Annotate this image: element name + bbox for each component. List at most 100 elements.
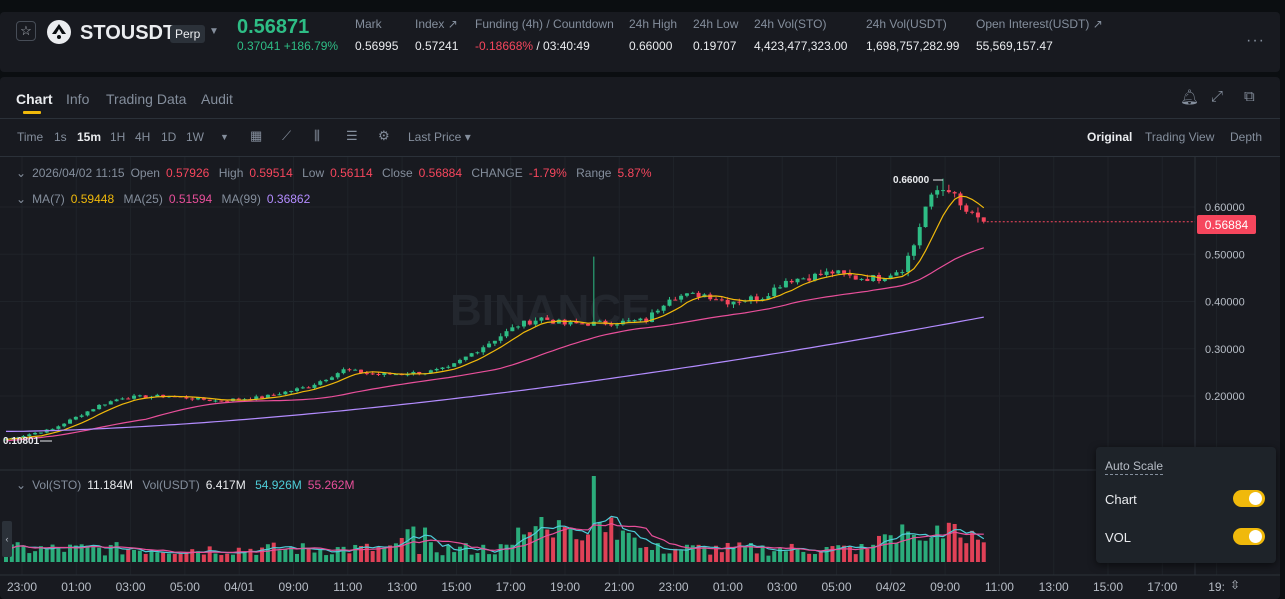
- candle-body: [393, 374, 398, 376]
- view-trading-view[interactable]: Trading View: [1145, 130, 1215, 144]
- volume-bar: [347, 553, 352, 562]
- interval-4h[interactable]: 4H: [135, 130, 151, 144]
- interval-1w[interactable]: 1W: [186, 130, 204, 144]
- candle-body: [68, 419, 73, 424]
- binance-watermark: BINANCE: [450, 286, 650, 335]
- chart-settings-icon[interactable]: ⚙: [378, 128, 390, 143]
- time-tick-label: 11:00: [333, 580, 362, 594]
- volume-bar: [842, 545, 847, 562]
- volume-bar: [33, 551, 38, 562]
- volume-bar: [725, 542, 730, 562]
- chart-toggle[interactable]: [1233, 490, 1265, 507]
- candle-body: [527, 320, 532, 325]
- volume-bar: [382, 547, 387, 562]
- time-tick-label: 17:00: [1147, 580, 1177, 594]
- view-depth[interactable]: Depth: [1230, 130, 1263, 144]
- volume-bar: [964, 543, 969, 562]
- candle-body: [778, 287, 783, 289]
- candle-body: [184, 396, 189, 399]
- scroll-left-icon[interactable]: ‹: [2, 521, 12, 557]
- candle-body: [277, 394, 282, 396]
- line-tool-icon[interactable]: ⟋: [282, 128, 292, 143]
- candle-body: [33, 432, 38, 435]
- interval-15m[interactable]: 15m: [77, 130, 102, 144]
- time-tick-label: 15:00: [441, 580, 471, 594]
- candle-body: [545, 317, 550, 320]
- candle-body: [906, 255, 911, 273]
- time-tick-label: 19:: [1208, 580, 1225, 594]
- volume-bar: [748, 542, 753, 562]
- time-tick-label: 23:00: [7, 580, 37, 594]
- auto-scale-title[interactable]: Auto Scale: [1105, 459, 1164, 475]
- tab-audit[interactable]: Audit: [201, 91, 233, 107]
- price-type-select[interactable]: Last Price ▾: [408, 130, 471, 144]
- interval-1d[interactable]: 1D: [161, 130, 177, 144]
- volume-bar: [591, 476, 596, 562]
- candle-body: [847, 273, 852, 276]
- indicator-settings-icon[interactable]: ☰: [346, 128, 358, 143]
- time-tick-label: 23:00: [659, 580, 689, 594]
- volume-bar: [638, 547, 643, 562]
- tab-trading-data[interactable]: Trading Data: [106, 91, 187, 107]
- volume-bar: [79, 544, 84, 562]
- candle-body: [434, 368, 439, 371]
- layout-grid-icon[interactable]: ⧉: [1244, 88, 1255, 105]
- symbol-name[interactable]: STOUSDT: [80, 22, 176, 44]
- symbol-dropdown-icon[interactable]: ▼: [209, 26, 219, 37]
- candle-body: [807, 278, 812, 281]
- candle-body: [952, 192, 957, 194]
- scale-lock-icon[interactable]: ⇳: [1230, 578, 1241, 592]
- volume-bar: [405, 529, 410, 562]
- volume-bar: [254, 554, 259, 562]
- tab-chart[interactable]: Chart: [16, 91, 53, 107]
- volume-bar: [673, 548, 678, 562]
- stat-funding: Funding (4h) / Countdown -0.18668% / 03:4…: [475, 17, 614, 53]
- vol-toggle[interactable]: [1233, 528, 1265, 545]
- stat-open-interest[interactable]: Open Interest(USDT) ↗ 55,569,157.47: [976, 17, 1103, 53]
- candle-body: [964, 205, 969, 212]
- candle-body: [900, 272, 905, 274]
- candle-body: [318, 381, 323, 385]
- last-price: 0.56871: [237, 16, 310, 38]
- volume-bar: [917, 540, 922, 562]
- candle-body: [772, 287, 777, 297]
- perp-badge: Perp: [170, 25, 206, 43]
- candle-body: [725, 299, 730, 305]
- volume-bar: [620, 530, 625, 562]
- candle-body: [510, 327, 515, 332]
- candle-body: [324, 379, 329, 382]
- candle-type-icon[interactable]: ⫼: [314, 128, 320, 143]
- chart-panel: [0, 77, 1280, 599]
- volume-bar: [760, 545, 765, 562]
- bell-icon[interactable]: 🔔︎: [1180, 89, 1200, 106]
- volume-bar: [818, 551, 823, 562]
- candle-body: [38, 432, 43, 434]
- stat-mark: Mark 0.56995: [355, 17, 399, 53]
- interval-1s[interactable]: 1s: [54, 130, 67, 144]
- view-original[interactable]: Original: [1087, 130, 1133, 144]
- candle-body: [236, 398, 241, 400]
- calendar-icon[interactable]: ▦: [250, 128, 263, 143]
- candle-body: [539, 317, 544, 321]
- candle-body: [661, 305, 666, 311]
- min-marker-label: 0.10801: [3, 436, 40, 447]
- candle-body: [91, 409, 96, 412]
- expand-icon[interactable]: ⤢: [1211, 88, 1224, 105]
- candle-body: [865, 278, 870, 282]
- tab-info[interactable]: Info: [66, 91, 90, 107]
- candle-body: [586, 323, 590, 326]
- candle-body: [714, 299, 719, 301]
- interval-1h[interactable]: 1H: [110, 130, 126, 144]
- ticker-bar: [0, 12, 1280, 72]
- candle-body: [981, 217, 986, 222]
- interval-dropdown-icon[interactable]: ▼: [220, 132, 229, 142]
- candle-body: [271, 394, 276, 396]
- stat-index[interactable]: Index ↗ 0.57241: [415, 17, 459, 53]
- candle-body: [626, 320, 631, 322]
- more-options-icon[interactable]: ···: [1246, 32, 1265, 49]
- candle-body: [440, 367, 445, 369]
- time-tick-label: 19:00: [550, 580, 580, 594]
- favorite-star-icon[interactable]: ☆: [16, 21, 36, 41]
- volume-bar: [469, 554, 474, 562]
